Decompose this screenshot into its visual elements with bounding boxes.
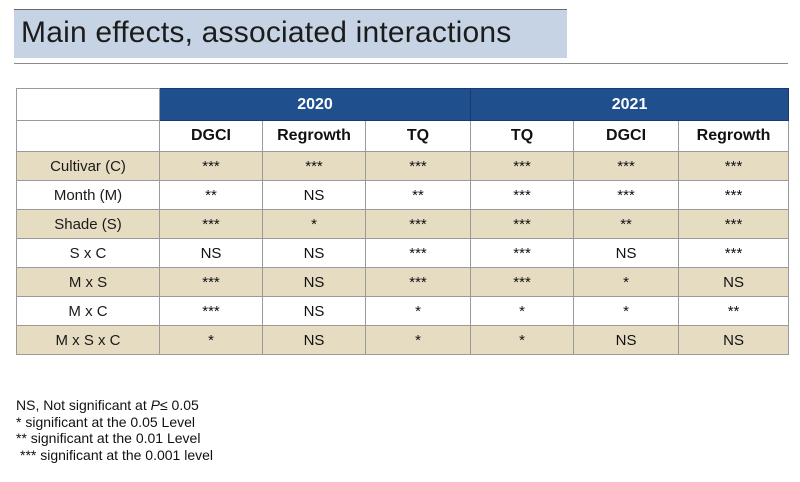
significance-cell: ***	[470, 180, 575, 210]
corner-cell	[16, 88, 160, 121]
significance-cell: ***	[364, 209, 472, 239]
column-header: Regrowth	[262, 120, 366, 152]
column-header: DGCI	[573, 120, 680, 152]
significance-cell: ***	[470, 209, 575, 239]
significance-cell: *	[573, 267, 680, 297]
column-header: TQ	[364, 120, 472, 152]
top-rule	[14, 9, 567, 10]
significance-cell: ***	[159, 267, 263, 297]
significance-cell: NS	[262, 267, 366, 297]
significance-cell: **	[573, 209, 680, 239]
significance-cell: ***	[364, 151, 472, 181]
significance-cell: *	[573, 296, 680, 326]
significance-cell: ***	[470, 151, 575, 181]
column-header: Regrowth	[678, 120, 790, 152]
significance-table: 2020 2021 DGCI Regrowth TQ TQ DGCI Regro…	[16, 88, 790, 355]
row-label: Shade (S)	[16, 209, 160, 239]
significance-cell: *	[364, 325, 472, 355]
table-row: Cultivar (C) *** *** *** *** *** ***	[16, 151, 790, 181]
significance-cell: NS	[262, 238, 366, 268]
significance-cell: ***	[364, 267, 472, 297]
significance-cell: *	[262, 209, 366, 239]
footnotes: NS, Not significant at P≤ 0.05 * signifi…	[16, 397, 213, 463]
significance-cell: ***	[470, 238, 575, 268]
footnote-ns-text: NS, Not significant at	[16, 397, 151, 413]
footnote-ns-threshold: ≤ 0.05	[159, 397, 199, 413]
divider-rule	[14, 63, 788, 64]
table-row: S x C NS NS *** *** NS ***	[16, 238, 790, 268]
blank-header-cell	[16, 120, 160, 152]
title-banner: Main effects, associated interactions	[14, 10, 567, 58]
significance-cell: **	[159, 180, 263, 210]
significance-cell: NS	[573, 325, 680, 355]
significance-cell: ***	[678, 238, 790, 268]
column-header-row: DGCI Regrowth TQ TQ DGCI Regrowth	[16, 120, 790, 152]
row-label: S x C	[16, 238, 160, 268]
significance-cell: ***	[573, 151, 680, 181]
page-title: Main effects, associated interactions	[21, 16, 512, 49]
significance-cell: *	[364, 296, 472, 326]
significance-cell: ***	[262, 151, 366, 181]
significance-cell: NS	[262, 325, 366, 355]
significance-cell: NS	[573, 238, 680, 268]
footnote-three-star: *** significant at the 0.001 level	[20, 446, 214, 463]
significance-cell: ***	[573, 180, 680, 210]
table-row: M x S *** NS *** *** * NS	[16, 267, 790, 297]
significance-cell: *	[159, 325, 263, 355]
row-label: M x C	[16, 296, 160, 326]
row-label: Cultivar (C)	[16, 151, 160, 181]
significance-cell: ***	[678, 151, 790, 181]
significance-cell: NS	[262, 296, 366, 326]
significance-cell: ***	[678, 180, 790, 210]
year-header-2020: 2020	[158, 88, 472, 121]
significance-cell: NS	[159, 238, 263, 268]
footnote-one-star: * significant at the 0.05 Level	[16, 413, 196, 430]
significance-cell: ***	[159, 151, 263, 181]
footnote-ns: NS, Not significant at P≤ 0.05	[16, 397, 213, 414]
significance-cell: NS	[678, 325, 790, 355]
significance-cell: NS	[262, 180, 366, 210]
table-row: Shade (S) *** * *** *** ** ***	[16, 209, 790, 239]
year-header-2021: 2021	[470, 88, 790, 121]
significance-cell: ***	[159, 296, 263, 326]
significance-cell: ***	[364, 238, 472, 268]
significance-cell: *	[470, 296, 575, 326]
table-row: M x S x C * NS * * NS NS	[16, 325, 790, 355]
row-label: M x S x C	[16, 325, 160, 355]
column-header: DGCI	[159, 120, 263, 152]
table-row: M x C *** NS * * * **	[16, 296, 790, 326]
significance-cell: NS	[678, 267, 790, 297]
year-header-row: 2020 2021	[16, 88, 790, 121]
significance-cell: ***	[678, 209, 790, 239]
footnote-two-star: ** significant at the 0.01 Level	[16, 430, 201, 446]
column-header: TQ	[470, 120, 575, 152]
footnote-p-symbol: P	[150, 397, 160, 413]
significance-cell: ***	[470, 267, 575, 297]
row-label: M x S	[16, 267, 160, 297]
significance-cell: **	[364, 180, 472, 210]
significance-cell: **	[678, 296, 790, 326]
significance-cell: ***	[159, 209, 263, 239]
significance-cell: *	[470, 325, 575, 355]
row-label: Month (M)	[16, 180, 160, 210]
table-row: Month (M) ** NS ** *** *** ***	[16, 180, 790, 210]
